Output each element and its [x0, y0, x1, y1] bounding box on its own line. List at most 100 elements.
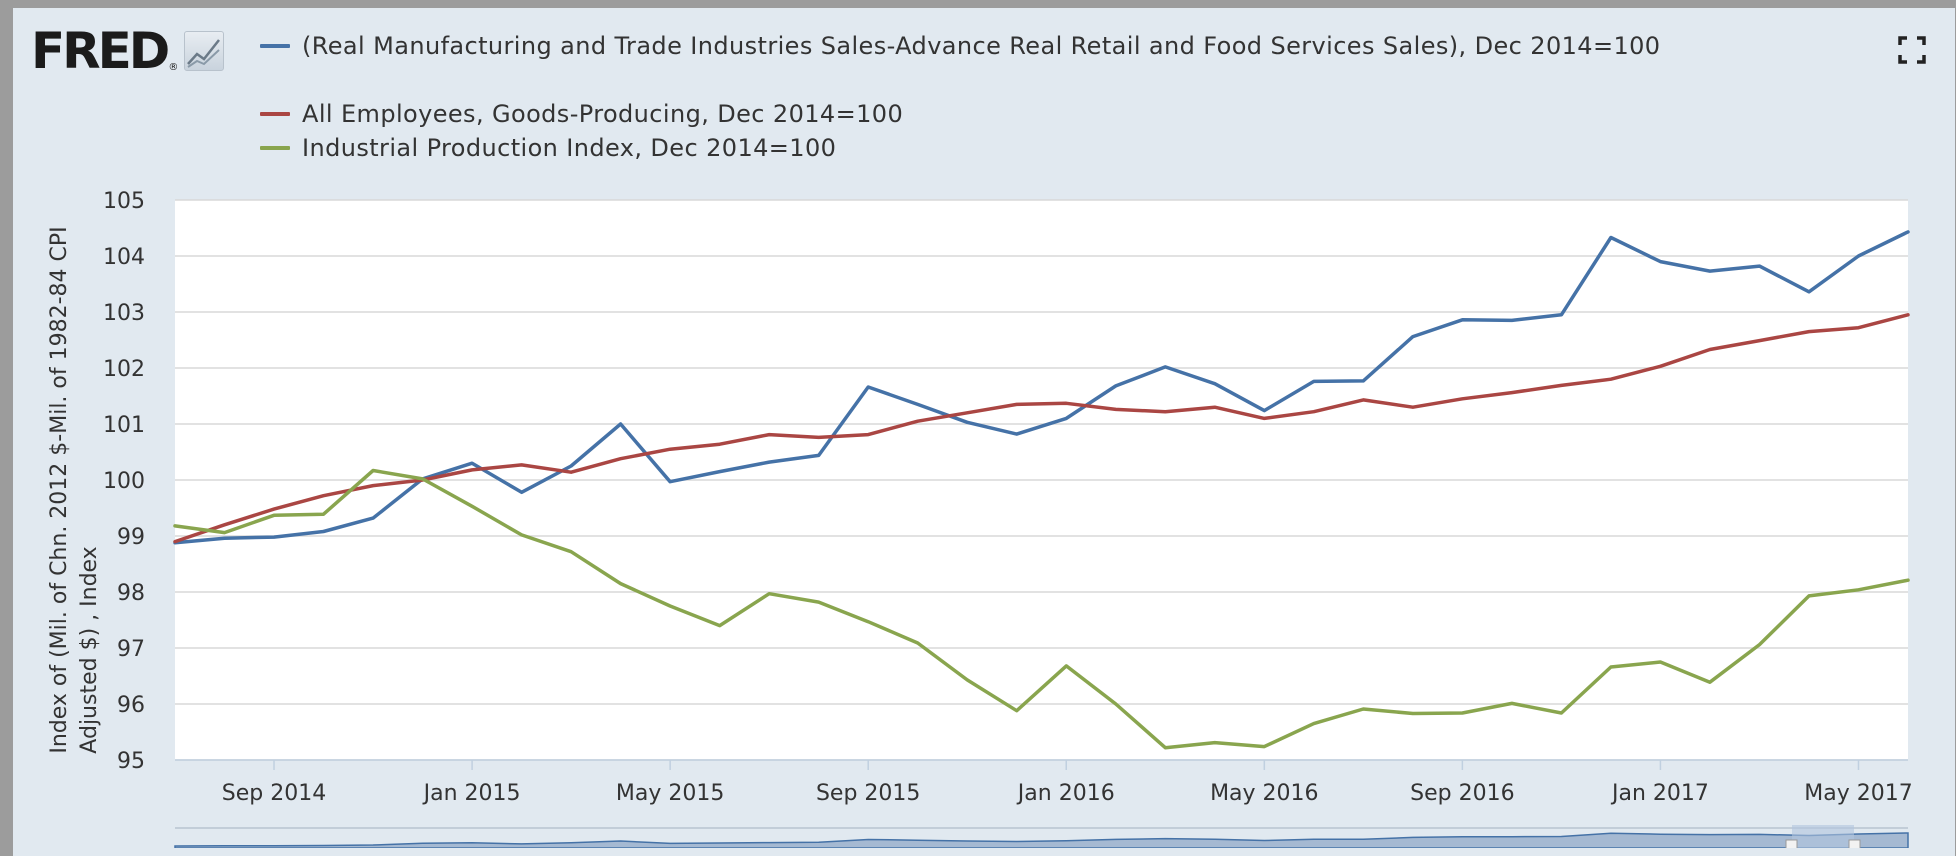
series-line-2: [173, 468, 1910, 750]
navigator-series: [174, 832, 1909, 848]
data-point: [1511, 702, 1513, 705]
data-point: [1808, 330, 1810, 333]
data-point: [1857, 588, 1860, 591]
data-point: [1313, 380, 1315, 383]
data-point: [471, 469, 473, 471]
data-point: [1164, 410, 1167, 413]
fred-wordmark: FRED: [31, 22, 170, 80]
data-point: [966, 679, 969, 681]
data-point: [1164, 746, 1167, 749]
data-point: [1065, 665, 1068, 667]
data-point: [223, 537, 226, 540]
x-tick-label: May 2017: [1804, 781, 1912, 806]
y-tick-label: 102: [103, 357, 145, 382]
data-point: [1709, 348, 1711, 351]
data-point: [1659, 365, 1662, 368]
data-point: [421, 478, 424, 480]
data-point: [1709, 270, 1711, 272]
data-point: [1065, 402, 1068, 405]
series-lines: [173, 230, 1910, 750]
x-tick-label: Jan 2016: [1016, 781, 1115, 806]
data-point: [223, 531, 226, 534]
y-axis-title-line: Index of (Mil. of Chn. 2012 $-Mil. of 19…: [47, 226, 72, 753]
fullscreen-icon: [1898, 36, 1926, 64]
navigator[interactable]: [174, 825, 1909, 848]
legend-item-employees[interactable]: All Employees, Goods-Producing, Dec 2014…: [260, 100, 903, 128]
data-point: [1808, 595, 1810, 597]
data-point: [1214, 406, 1216, 409]
data-point: [817, 436, 820, 439]
y-tick-label: 99: [117, 525, 145, 550]
data-point: [1362, 708, 1365, 710]
data-point: [273, 536, 275, 538]
legend-item-real-sales[interactable]: (Real Manufacturing and Trade Industries…: [260, 32, 1660, 60]
data-point: [768, 461, 770, 463]
data-point: [916, 403, 919, 406]
data-point: [1610, 378, 1612, 381]
data-point: [817, 601, 820, 603]
data-point: [322, 530, 325, 533]
data-point: [1610, 236, 1612, 239]
x-tick-label: May 2016: [1210, 781, 1318, 806]
data-point: [1114, 703, 1117, 705]
y-axis-title-line: Adjusted $) , Index: [77, 546, 102, 753]
y-tick-label: 104: [103, 245, 145, 270]
data-point: [867, 386, 869, 388]
data-point: [1808, 291, 1810, 293]
registered-mark: ®: [168, 62, 179, 73]
y-tick-label: 95: [117, 749, 145, 774]
data-point: [1461, 712, 1464, 714]
legend-swatch-green: [260, 146, 290, 150]
data-point: [1857, 326, 1860, 329]
x-tick-label: Jan 2017: [1610, 781, 1709, 806]
data-point: [1461, 319, 1464, 321]
x-tick-label: Sep 2016: [1410, 781, 1514, 806]
data-point: [1461, 398, 1464, 400]
y-tick-label: 96: [117, 693, 145, 718]
data-point: [1263, 745, 1266, 748]
data-point: [1065, 417, 1068, 420]
data-point: [570, 465, 572, 467]
data-point: [768, 592, 770, 595]
legend-label-employees: All Employees, Goods-Producing, Dec 2014…: [302, 100, 904, 128]
x-tick-label: May 2015: [616, 781, 724, 806]
series-line-0: [173, 230, 1910, 545]
data-point: [372, 469, 374, 472]
data-point: [669, 605, 671, 607]
data-point: [966, 421, 969, 424]
data-point: [1907, 231, 1909, 233]
data-point: [1511, 391, 1513, 394]
data-point: [570, 550, 572, 553]
data-point: [322, 494, 325, 497]
y-axis-title: Index of (Mil. of Chn. 2012 $-Mil. of 19…: [47, 226, 102, 753]
data-point: [966, 412, 969, 414]
data-point: [1214, 382, 1216, 385]
y-tick-label: 103: [103, 301, 145, 326]
data-point: [223, 524, 226, 526]
data-point: [669, 448, 671, 451]
data-point: [1313, 722, 1315, 725]
navigator-selection: [1792, 825, 1854, 848]
data-point: [1709, 681, 1711, 683]
data-point: [1907, 579, 1909, 582]
y-tick-label: 101: [103, 413, 145, 438]
data-point: [1560, 712, 1563, 714]
legend-label-real-sales: (Real Manufacturing and Trade Industries…: [302, 32, 1661, 60]
data-point: [1857, 255, 1860, 257]
fred-graph-icon: [184, 31, 225, 71]
data-point: [520, 491, 523, 494]
data-point: [619, 423, 622, 425]
series-line-1: [173, 313, 1910, 544]
x-tick-label: Jan 2015: [422, 781, 521, 806]
y-axis: 95 96 97 98 99 100 101 102 103 104 105: [103, 189, 145, 774]
data-point: [1114, 408, 1117, 411]
y-tick-label: 98: [117, 581, 145, 606]
data-point: [1412, 712, 1414, 715]
legend-item-industrial-production[interactable]: Industrial Production Index, Dec 2014=10…: [260, 134, 836, 162]
data-point: [1907, 314, 1909, 316]
fullscreen-button[interactable]: [1897, 35, 1927, 65]
fred-logo[interactable]: FRED ®: [31, 22, 225, 84]
data-point: [273, 514, 275, 517]
legend-swatch-blue: [260, 44, 290, 48]
